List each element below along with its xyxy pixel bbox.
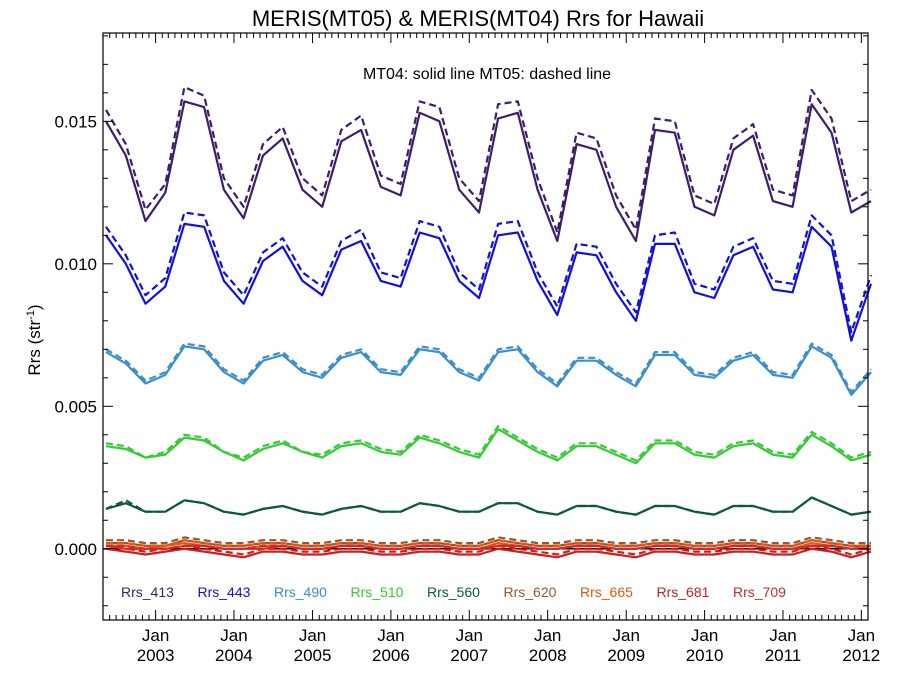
series-line-rrs-665-mt05: [106, 539, 871, 548]
x-tick-label-year: 2011: [765, 646, 802, 665]
series-line-rrs-681-mt05: [105, 544, 872, 556]
legend-entry-rrs-490: Rrs_490: [274, 584, 327, 600]
x-tick-label-year: 2012: [842, 646, 880, 665]
x-tick-label-month: Jan: [534, 626, 561, 645]
x-tick-label-year: 2006: [372, 646, 410, 665]
legend-entry-rrs-560: Rrs_560: [427, 584, 480, 600]
series-line-rrs-560-mt05: [105, 496, 872, 516]
y-axis-label-main: Rrs (str: [25, 320, 44, 376]
series-line-rrs-620-mt05: [106, 536, 871, 545]
series-line-rrs-413-mt05: [105, 85, 872, 234]
y-tick-label: 0.015: [54, 112, 97, 131]
x-tick-label-year: 2010: [686, 646, 724, 665]
series-line-rrs-413-mt04: [105, 100, 872, 243]
series-line-rrs-510-mt04: [105, 428, 872, 465]
legend-entry-rrs-681: Rrs_681: [657, 584, 710, 600]
x-tick-label-year: 2004: [215, 646, 253, 665]
x-tick-label-month: Jan: [769, 626, 796, 645]
legend-entry-rrs-443: Rrs_443: [198, 584, 251, 600]
x-tick-label-month: Jan: [377, 626, 404, 645]
series-line-rrs-443-mt04: [105, 222, 873, 342]
x-tick-label-month: Jan: [456, 626, 483, 645]
x-tick-label-month: Jan: [142, 626, 169, 645]
series-line-rrs-681-mt04: [105, 547, 872, 559]
x-tick-label-month: Jan: [299, 626, 326, 645]
series-line-rrs-709-mt05: [106, 544, 871, 550]
x-tick-label-year: 2003: [137, 646, 175, 665]
y-tick-label: 0.010: [54, 255, 97, 274]
line-style-note: MT04: solid line MT05: dashed line: [363, 66, 611, 83]
y-tick-label: 0.000: [54, 540, 97, 559]
legend-entry-rrs-620: Rrs_620: [504, 584, 557, 600]
y-axis-label-superscript: -1: [25, 310, 37, 320]
x-tick-label-year: 2005: [294, 646, 332, 665]
y-axis-label-close: ): [25, 304, 44, 310]
x-tick-label-year: 2007: [450, 646, 488, 665]
legend-entry-rrs-665: Rrs_665: [580, 584, 633, 600]
x-tick-label-month: Jan: [613, 626, 640, 645]
axes: 0.0000.0050.0100.015Jan2003Jan2004Jan200…: [54, 32, 880, 665]
x-tick-label-year: 2009: [607, 646, 645, 665]
series-line-rrs-490-mt04: [105, 345, 872, 396]
series-line-rrs-560-mt04: [105, 496, 872, 516]
x-tick-label-month: Jan: [220, 626, 247, 645]
chart-title: MERIS(MT05) & MERIS(MT04) Rrs for Hawaii: [252, 6, 704, 31]
y-tick-label: 0.005: [54, 397, 97, 416]
plot-frame: [102, 32, 869, 621]
x-tick-label-month: Jan: [848, 626, 875, 645]
legend-entry-rrs-510: Rrs_510: [351, 584, 404, 600]
series-line-rrs-510-mt05: [105, 425, 872, 462]
y-axis-label: Rrs (str-1): [25, 304, 44, 375]
legend-entry-rrs-413: Rrs_413: [121, 584, 174, 600]
series-line-rrs-443-mt05: [105, 211, 873, 334]
legend-entry-rrs-709: Rrs_709: [733, 584, 786, 600]
series-line-rrs-490-mt05: [105, 342, 872, 394]
x-tick-label-year: 2008: [529, 646, 567, 665]
x-tick-label-month: Jan: [691, 626, 718, 645]
legend: Rrs_413 Rrs_443 Rrs_490 Rrs_510 Rrs_560 Rrs_6…: [121, 584, 786, 600]
plot-lines: [103, 85, 873, 559]
